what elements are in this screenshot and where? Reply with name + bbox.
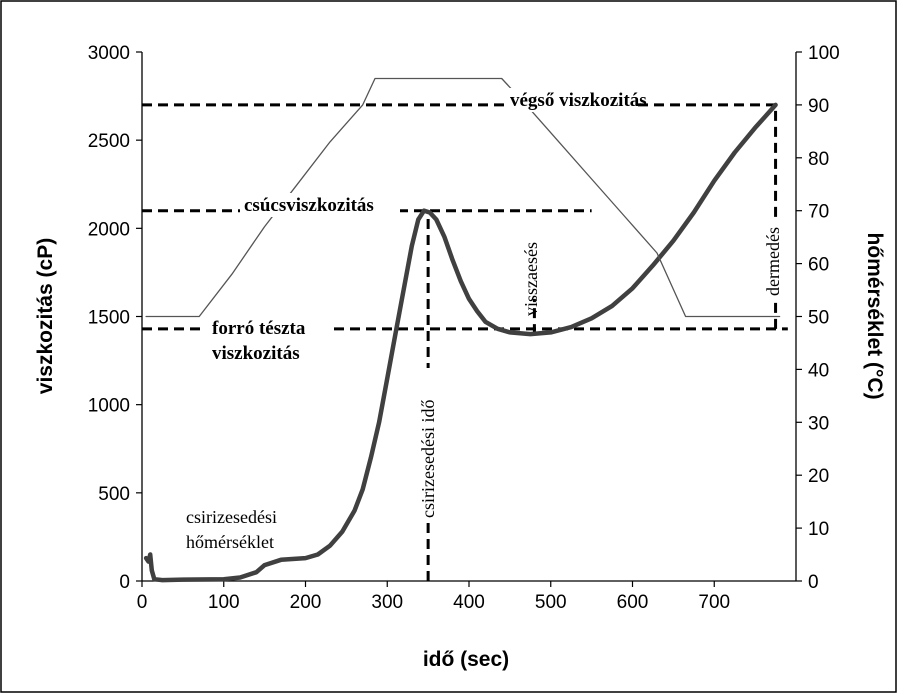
y2-tick-label: 100 [808,43,840,64]
y2-tick-label: 20 [808,466,829,487]
x-tick-label: 100 [208,592,240,613]
series-group [143,77,781,583]
annotation-bg-time [417,368,441,520]
y2-tick-label: 90 [808,96,829,117]
y-tick-label: 0 [119,572,130,593]
annotation-peak-viscosity: csúcsviszkozitás [244,195,374,216]
y-tick-label: 500 [98,484,130,505]
y-tick-label: 1500 [88,308,130,329]
x-axis-title: idő (sec) [423,648,509,671]
annotation-bg-final [505,88,635,112]
x-tick-label: 300 [371,592,403,613]
x-tick-label: 200 [290,592,322,613]
temperature-line [145,77,781,318]
y2-tick-label: 50 [808,308,829,329]
annotation-bg-hot [205,316,330,364]
x-tick-label: 500 [535,592,567,613]
y2-tick-label: 30 [808,413,829,434]
viscosity-line [143,102,778,583]
y-tick-label: 3000 [88,43,130,64]
annotation-pasting-temp-1: csirizesedési [186,507,277,527]
y2-tick-label: 0 [808,572,819,593]
y2-tick-label: 70 [808,202,829,223]
annotation-setback: dermedés [763,227,783,296]
y-axis-title: viszkozitás (cP) [34,238,57,394]
annotation-final-viscosity: végső viszkozitás [510,90,647,111]
y2-tick-label: 80 [808,149,829,170]
x-tick-label: 600 [617,592,649,613]
x-tick-label: 0 [137,592,148,613]
annotation-bg-peak [240,193,400,217]
annotation-breakdown: visszaesés [521,242,541,316]
annotation-pasting-time: csirizesedési idő [418,400,438,518]
x-tick-label: 400 [453,592,485,613]
y2-axis-title: hőmérséklet (°C) [863,232,886,399]
annotation-hot-paste-2: viszkozitás [212,343,300,364]
y-tick-label: 2500 [88,131,130,152]
y-tick-label: 2000 [88,219,130,240]
y-tick-label: 1000 [88,396,130,417]
y2-tick-label: 40 [808,360,829,381]
annotation-hot-paste-1: forró tészta [212,318,306,339]
ticks: 0 100 200 300 400 500 600 700050010001500200025… [88,43,840,613]
y2-tick-label: 60 [808,255,829,276]
y2-tick-label: 10 [808,519,829,540]
annotation-pasting-temp-2: hőmérséklet [186,532,274,552]
x-tick-label: 700 [698,592,730,613]
annotation-bg-setback [762,218,786,298]
